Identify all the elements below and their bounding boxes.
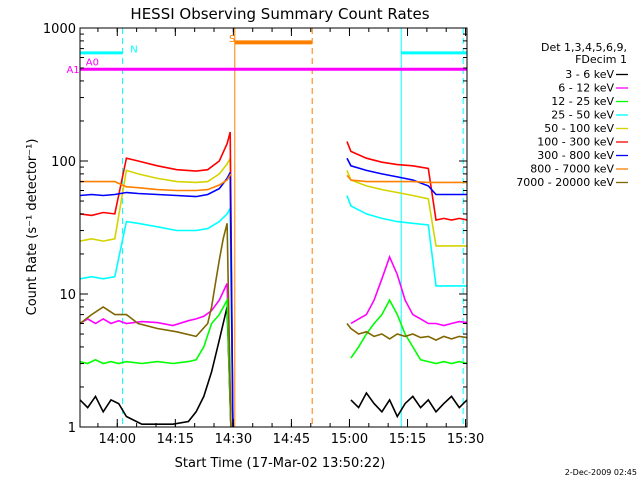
chart-title: HESSI Observing Summary Count Rates (130, 5, 429, 23)
series-line-4-0 (80, 157, 234, 427)
annotation-A0: A0 (86, 57, 99, 68)
series-line-1-0 (80, 283, 232, 427)
state-bars (80, 40, 467, 71)
series-line-1-1 (350, 254, 467, 327)
x-axis-label: Start Time (17-Mar-02 13:50:22) (175, 456, 386, 471)
legend-label-3: 25 - 50 keV (551, 109, 614, 122)
y-tick-label-0: 1 (68, 421, 76, 436)
series-line-6-1 (346, 157, 467, 196)
legend-label-2: 12 - 25 keV (551, 95, 614, 108)
legend-label-1: 6 - 12 keV (558, 82, 614, 95)
legend-label-7: 800 - 7000 keV (530, 163, 614, 176)
series-line-3-0 (80, 205, 234, 427)
legend-label-5: 100 - 300 keV (537, 136, 614, 149)
x-tick-label-0: 14:00 (99, 432, 136, 447)
annotation-A1: A1 (66, 65, 79, 76)
x-tick-label-4: 15:00 (331, 432, 368, 447)
timestamp: 2-Dec-2009 02:45 (565, 468, 637, 477)
axis-ticks (80, 27, 467, 428)
annotation-S: S (229, 34, 235, 45)
series-line-0-0 (80, 306, 232, 427)
legend-header-0: Det 1,3,4,5,6,9, (541, 41, 627, 54)
legend-header-1: FDecim 1 (575, 53, 627, 66)
series-line-8-0 (80, 223, 232, 427)
legend-label-0: 3 - 6 keV (565, 68, 614, 81)
series-line-2-0 (80, 297, 232, 427)
series-line-7-0 (80, 173, 232, 192)
y-tick-label-1: 10 (59, 288, 76, 303)
series-line-4-1 (346, 170, 467, 247)
series-line-7-1 (346, 174, 467, 184)
annotation-N: N (130, 45, 137, 56)
x-tick-label-6: 15:30 (447, 432, 484, 447)
series-line-5-1 (346, 141, 467, 221)
x-tick-label-2: 14:30 (215, 432, 252, 447)
legend-label-4: 50 - 100 keV (544, 122, 614, 135)
series-layer (80, 131, 467, 427)
y-tick-label-3: 1000 (43, 22, 76, 37)
vertical-markers (122, 28, 464, 427)
legend-label-6: 300 - 800 keV (537, 149, 614, 162)
series-line-8-1 (346, 323, 467, 341)
series-line-2-1 (350, 298, 467, 365)
legend-label-8: 7000 - 20000 keV (516, 176, 614, 189)
y-tick-label-2: 100 (51, 155, 76, 170)
series-line-5-0 (80, 131, 234, 427)
axis-tick-labels: 14:00 14:15 14:30 14:45 15:00 15:15 15:30 1 10 10… (43, 22, 484, 447)
x-tick-label-1: 14:15 (157, 432, 194, 447)
y-axis-label: Count Rate (s⁻¹ detector⁻¹) (25, 139, 40, 316)
annotations: N S A0 A1 (66, 34, 235, 76)
x-tick-label-3: 14:45 (273, 432, 310, 447)
x-tick-label-5: 15:15 (389, 432, 426, 447)
series-line-0-1 (350, 391, 467, 419)
series-line-3-1 (346, 195, 467, 287)
plot-frame (79, 27, 468, 428)
